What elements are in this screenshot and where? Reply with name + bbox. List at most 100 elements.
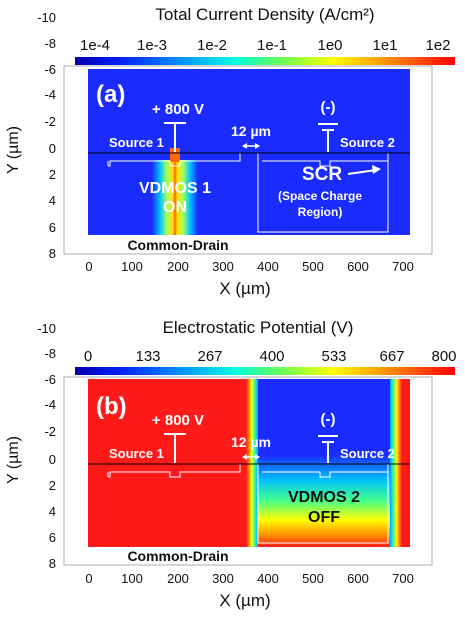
scr-sub-2-a: Region) xyxy=(298,205,343,219)
colorbar-tick-labels-a: 1e-4 1e-3 1e-2 1e-1 1e0 1e1 1e2 xyxy=(80,37,451,54)
bottom-label-b: Common-Drain xyxy=(127,548,228,564)
x-tick-b-1: 100 xyxy=(121,571,143,586)
panel-a-title: Total Current Density (A/cm²) xyxy=(155,5,374,24)
plot-frame-b xyxy=(63,376,433,566)
colorbar-tick-a-5: 1e1 xyxy=(372,37,397,54)
y-tick-a-2: -6 xyxy=(44,62,56,77)
ground-label-a: (-) xyxy=(321,99,336,116)
x-ticks-b: 0 100 200 300 400 500 600 700 xyxy=(85,571,413,586)
gap-arrow-a xyxy=(242,143,260,149)
source-label-left-b: Source 1 xyxy=(109,446,164,461)
colorbar-tick-b-0: 0 xyxy=(84,348,92,365)
colorbar-tick-b-4: 533 xyxy=(321,348,346,365)
colorbar-tick-a-1: 1e-3 xyxy=(137,37,167,54)
x-tick-a-3: 300 xyxy=(212,259,234,274)
electrode-symbol-left-a xyxy=(164,122,186,152)
x-tick-b-2: 200 xyxy=(167,571,189,586)
ground-label-b: (-) xyxy=(321,411,336,428)
y-tick-a-3: -4 xyxy=(44,87,56,102)
plot-frame-a xyxy=(63,65,433,255)
y-tick-b-8: 6 xyxy=(49,530,56,545)
colorbar-tick-b-5: 667 xyxy=(379,348,404,365)
x-ticks-a: 0 100 200 300 400 500 600 700 xyxy=(85,259,413,274)
y-axis-label-a: Y (µm) xyxy=(5,126,22,174)
y-tick-a-4: -2 xyxy=(44,114,56,129)
x-tick-a-6: 600 xyxy=(347,259,369,274)
x-tick-b-3: 300 xyxy=(212,571,234,586)
ground-symbol-right-a xyxy=(318,123,338,152)
y-tick-a-0: -10 xyxy=(37,10,56,25)
gap-label-b: 12 µm xyxy=(231,434,271,450)
colorbar-tick-b-1: 133 xyxy=(135,348,160,365)
panel-b: Electrostatic Potential (V) 0 133 267 40… xyxy=(5,318,457,610)
device-label-2-b: OFF xyxy=(308,509,340,526)
scr-label-a: SCR xyxy=(302,164,342,185)
x-tick-b-7: 700 xyxy=(392,571,414,586)
y-tick-a-7: 4 xyxy=(49,193,56,208)
x-tick-a-5: 500 xyxy=(302,259,324,274)
x-tick-b-5: 500 xyxy=(302,571,324,586)
colorbar-a xyxy=(75,57,455,65)
y-tick-b-3: -4 xyxy=(44,397,56,412)
y-ticks-b: -10 -8 -6 -4 -2 0 2 4 6 8 xyxy=(37,321,56,571)
source-label-right-b: Source 2 xyxy=(340,446,395,461)
x-tick-a-0: 0 xyxy=(85,259,92,274)
colorbar-tick-b-2: 267 xyxy=(197,348,222,365)
y-tick-b-9: 8 xyxy=(49,556,56,571)
source-label-right-a: Source 2 xyxy=(340,135,395,150)
colorbar-tick-b-6: 800 xyxy=(431,348,456,365)
bottom-label-a: Common-Drain xyxy=(127,237,228,253)
x-tick-b-6: 600 xyxy=(347,571,369,586)
device-outline-left-b xyxy=(88,463,241,478)
device-label-2-a: ON xyxy=(163,199,187,216)
y-tick-a-5: 0 xyxy=(49,141,56,156)
ground-symbol-right-b xyxy=(318,435,338,463)
device-label-1-b: VDMOS 2 xyxy=(288,489,360,506)
panel-label-a: (a) xyxy=(96,81,125,108)
x-tick-a-2: 200 xyxy=(167,259,189,274)
colorbar-tick-a-6: 1e2 xyxy=(425,37,450,54)
x-tick-b-0: 0 xyxy=(85,571,92,586)
y-tick-b-5: 0 xyxy=(49,452,56,467)
current-hotspot-a xyxy=(170,148,180,162)
y-tick-b-4: -2 xyxy=(44,424,56,439)
colorbar-tick-a-4: 1e0 xyxy=(317,37,342,54)
device-outline-right-b xyxy=(257,463,389,544)
gap-arrow-b xyxy=(242,454,260,460)
colorbar-b xyxy=(75,367,455,375)
gap-label-a: 12 µm xyxy=(231,123,271,139)
current-channel-a xyxy=(152,160,198,235)
y-tick-b-0: -10 xyxy=(37,321,56,336)
voltage-label-a: + 800 V xyxy=(152,101,204,118)
x-tick-a-1: 100 xyxy=(121,259,143,274)
colorbar-tick-labels-b: 0 133 267 400 533 667 800 xyxy=(84,348,457,365)
y-tick-b-1: -8 xyxy=(44,346,56,361)
device-outline-left-a xyxy=(88,152,241,167)
scr-sub-1-a: (Space Charge xyxy=(278,189,362,203)
y-tick-a-6: 2 xyxy=(49,167,56,182)
x-tick-b-4: 400 xyxy=(257,571,279,586)
potential-left-edge-b xyxy=(246,379,260,547)
x-axis-label-b: X (µm) xyxy=(219,591,270,610)
electrode-symbol-left-b xyxy=(164,433,186,463)
colorbar-tick-a-2: 1e-2 xyxy=(197,37,227,54)
device-label-1-a: VDMOS 1 xyxy=(139,180,211,197)
source-label-left-a: Source 1 xyxy=(109,135,164,150)
x-axis-label-a: X (µm) xyxy=(219,279,270,298)
scr-arrow-a xyxy=(347,165,381,175)
y-axis-label-b: Y (µm) xyxy=(5,436,22,484)
y-tick-a-8: 6 xyxy=(49,220,56,235)
y-tick-a-1: -8 xyxy=(44,36,56,51)
y-tick-b-6: 2 xyxy=(49,478,56,493)
y-tick-b-2: -6 xyxy=(44,372,56,387)
x-tick-a-4: 400 xyxy=(257,259,279,274)
colorbar-tick-a-3: 1e-1 xyxy=(257,37,287,54)
field-a xyxy=(88,69,410,235)
device-outline-right-a xyxy=(257,152,389,233)
x-tick-a-7: 700 xyxy=(392,259,414,274)
y-tick-b-7: 4 xyxy=(49,504,56,519)
colorbar-tick-b-3: 400 xyxy=(259,348,284,365)
panel-label-b: (b) xyxy=(96,393,127,420)
y-ticks-a: -10 -8 -6 -4 -2 0 2 4 6 8 xyxy=(37,10,56,261)
